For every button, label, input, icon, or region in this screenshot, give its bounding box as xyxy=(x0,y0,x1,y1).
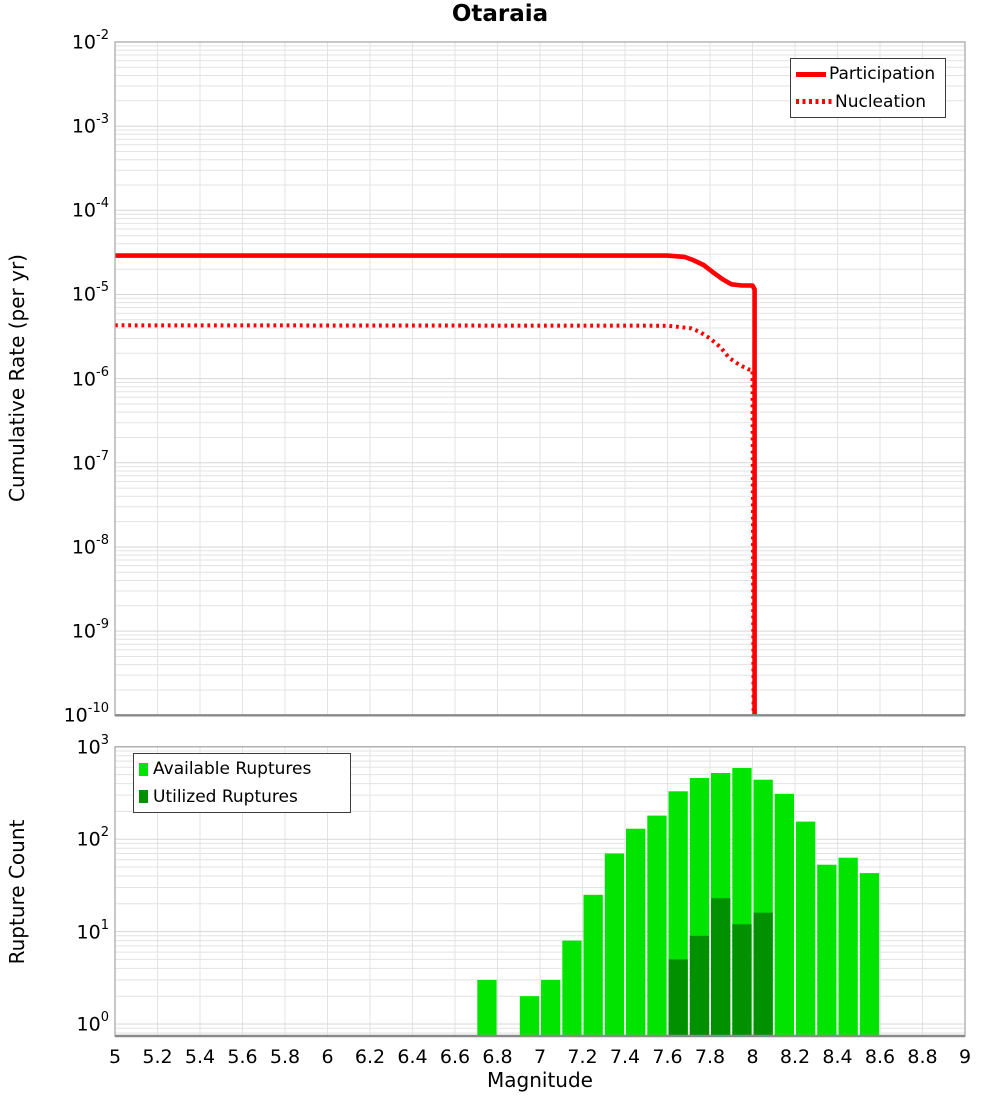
y-tick-label: 10-2 xyxy=(71,28,109,54)
y-tick-label: 10-5 xyxy=(71,280,109,306)
x-tick-label: 8 xyxy=(746,1046,759,1068)
x-tick-label: 5.2 xyxy=(142,1046,173,1068)
available-bar xyxy=(774,793,794,1036)
utilized-bar xyxy=(689,935,710,1036)
nucleation-line xyxy=(114,323,756,716)
bottom-y-axis-label: Rupture Count xyxy=(5,819,29,965)
x-tick-label: 7.6 xyxy=(652,1046,683,1068)
available-bar xyxy=(838,857,858,1036)
y-tick-label: 10-4 xyxy=(71,196,109,222)
available-bar xyxy=(817,864,837,1036)
x-tick-label: 8.2 xyxy=(779,1046,811,1068)
available-bar xyxy=(796,821,816,1036)
utilized-bar xyxy=(732,924,752,1036)
y-tick-label: 103 xyxy=(76,732,109,759)
utilized-bar xyxy=(668,959,688,1036)
x-tick-label: 8.6 xyxy=(864,1046,896,1068)
legend-row-available: Available Ruptures xyxy=(139,757,345,782)
available-bar xyxy=(562,940,582,1036)
y-tick-label: 10-6 xyxy=(71,364,109,390)
x-tick-label: 5.8 xyxy=(269,1046,301,1068)
participation-legend-label: Participation xyxy=(829,64,936,85)
x-tick-label: 7 xyxy=(533,1046,547,1068)
y-tick-label: 101 xyxy=(76,917,109,943)
available-bar xyxy=(541,979,561,1036)
available-legend-label: Available Ruptures xyxy=(153,759,312,780)
top-legend: Participation Nucleation xyxy=(790,58,946,118)
available-bar xyxy=(604,853,625,1036)
participation-line-icon xyxy=(796,71,826,77)
x-tick-label: 6.6 xyxy=(439,1046,471,1068)
available-ruptures-swatch-icon xyxy=(139,762,148,776)
utilized-bar xyxy=(753,912,773,1036)
y-tick-label: 10-3 xyxy=(71,112,109,138)
x-tick-label: 7.8 xyxy=(694,1046,726,1068)
x-tick-label: 6.8 xyxy=(482,1046,513,1068)
available-bar xyxy=(647,815,667,1036)
x-tick-label: 7.4 xyxy=(609,1046,641,1068)
x-axis-label: Magnitude xyxy=(487,1068,593,1092)
y-tick-label: 10-10 xyxy=(63,701,109,727)
utilized-legend-label: Utilized Ruptures xyxy=(153,786,298,807)
x-tick-label: 5.4 xyxy=(184,1046,216,1068)
bottom-legend: Available Ruptures Utilized Ruptures xyxy=(133,753,351,813)
nucleation-dotted-line-icon xyxy=(796,99,832,105)
x-tick-label: 6.4 xyxy=(397,1046,428,1068)
available-bar xyxy=(477,979,497,1036)
available-bar xyxy=(859,873,880,1036)
y-tick-label: 102 xyxy=(76,825,109,851)
x-tick-label: 5 xyxy=(108,1046,122,1068)
x-tick-label: 8.8 xyxy=(907,1046,938,1068)
participation-line xyxy=(115,253,757,716)
chart-title: Otaraia xyxy=(451,1,549,27)
x-tick-label: 7.2 xyxy=(567,1046,598,1068)
x-tick-label: 5.6 xyxy=(227,1046,258,1068)
y-tick-label: 100 xyxy=(76,1010,109,1036)
nucleation-legend-label: Nucleation xyxy=(835,91,927,112)
y-tick-label: 10-8 xyxy=(71,532,109,559)
x-tick-label: 6 xyxy=(321,1046,334,1068)
y-tick-label: 10-7 xyxy=(71,448,109,475)
legend-row-utilized: Utilized Ruptures xyxy=(139,785,345,810)
utilized-ruptures-swatch-icon xyxy=(139,790,148,804)
legend-row-participation: Participation xyxy=(796,62,940,87)
x-tick-label: 6.2 xyxy=(354,1046,386,1068)
x-tick-label: 9 xyxy=(958,1046,972,1068)
utilized-bar xyxy=(711,898,731,1036)
available-bar xyxy=(519,996,540,1036)
available-bar xyxy=(626,828,646,1036)
legend-row-nucleation: Nucleation xyxy=(796,90,940,115)
available-bar xyxy=(583,894,603,1036)
y-tick-label: 10-9 xyxy=(71,617,109,643)
x-tick-label: 8.4 xyxy=(822,1046,853,1068)
